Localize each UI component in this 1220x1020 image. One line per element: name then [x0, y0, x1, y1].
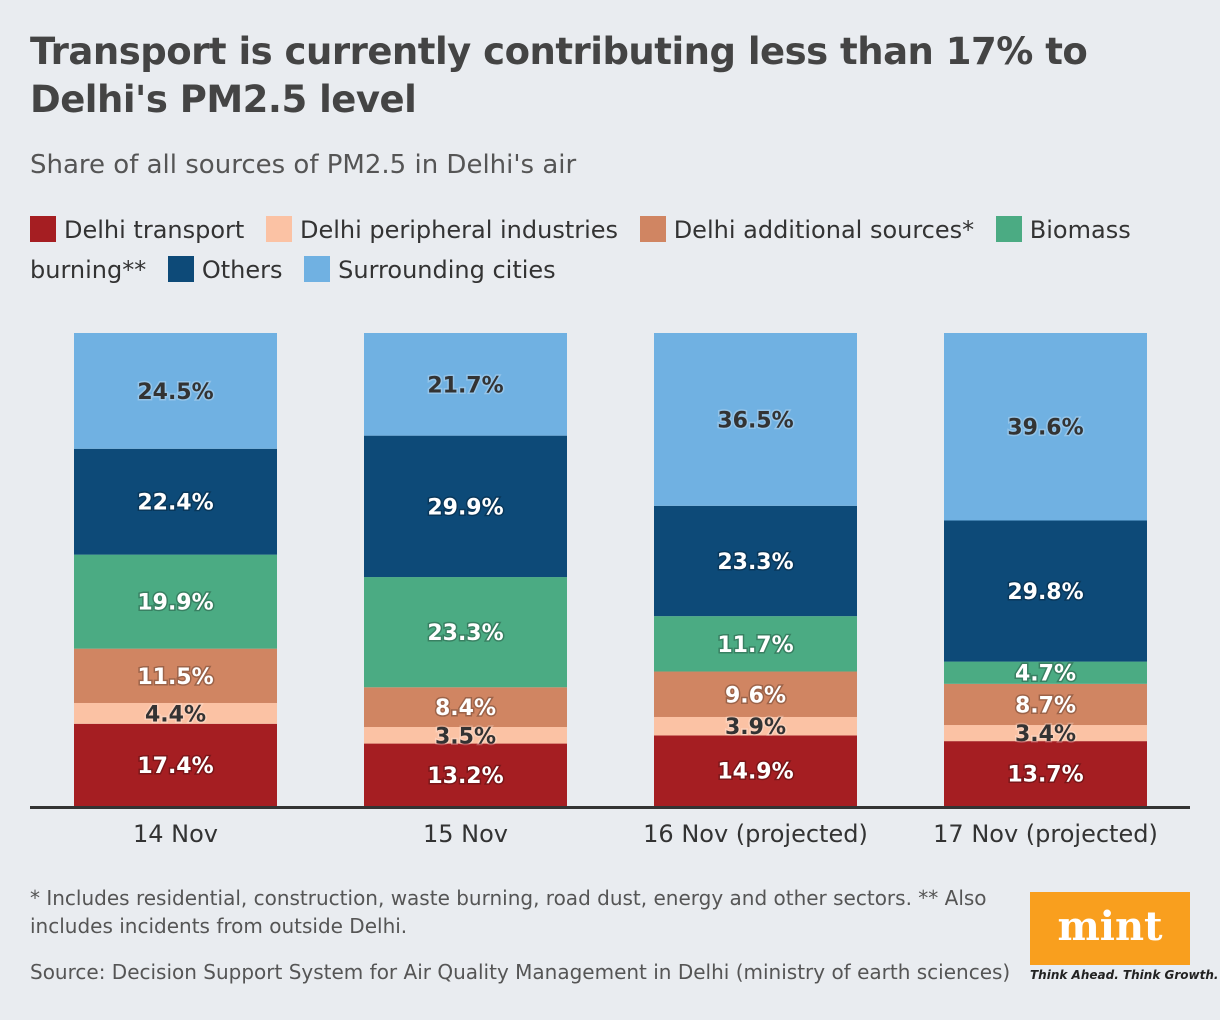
logo-tagline: Think Ahead. Think Growth. — [1030, 968, 1219, 982]
x-axis-line — [30, 806, 1190, 809]
bar-segment — [74, 333, 277, 449]
legend-item: Delhi additional sources* — [639, 216, 975, 244]
legend-item: Delhi transport — [30, 216, 244, 244]
data-label: 11.5% — [137, 665, 213, 690]
data-label: 22.4% — [137, 491, 213, 516]
data-label: 36.5% — [717, 408, 793, 433]
data-label: 23.3% — [717, 550, 793, 575]
data-label: 21.7% — [427, 373, 503, 398]
bar-segment — [364, 687, 567, 728]
chart-title: Transport is currently contributing less… — [30, 30, 1088, 121]
data-label: 4.7% — [1015, 662, 1076, 687]
legend-swatch — [30, 216, 56, 242]
bar-segment — [364, 333, 567, 436]
x-tick-label: 17 Nov (projected) — [933, 820, 1158, 848]
data-label: 23.3% — [427, 621, 503, 646]
bar-segment — [654, 716, 857, 736]
legend-label: Others — [201, 256, 283, 284]
bar-segment — [74, 648, 277, 703]
bar-segment — [74, 554, 277, 649]
x-tick-label: 14 Nov — [133, 820, 218, 848]
data-label: 4.4% — [145, 702, 206, 727]
bar-segment — [944, 683, 1147, 726]
bar-segment — [654, 616, 857, 672]
data-label: 3.5% — [435, 724, 496, 749]
mint-logo: mint — [1030, 892, 1190, 965]
data-label: 29.8% — [1007, 580, 1083, 605]
bar-segment — [364, 743, 567, 806]
bar-segment — [74, 448, 277, 555]
data-label: 11.7% — [717, 633, 793, 658]
legend-item: Biomass burning** — [30, 216, 1131, 284]
bar-segment — [654, 505, 857, 617]
x-tick-label: 15 Nov — [423, 820, 508, 848]
data-label: 13.7% — [1007, 763, 1083, 788]
legend-swatch — [304, 256, 331, 282]
bar-segment — [944, 333, 1147, 521]
legend-item: Delhi peripheral industries — [265, 216, 619, 244]
data-label: 24.5% — [137, 380, 213, 405]
bar-segment — [654, 333, 857, 506]
bar-segment — [944, 661, 1147, 684]
bar-segment — [364, 577, 567, 688]
bar-segment — [364, 727, 567, 744]
data-label: 19.9% — [137, 591, 213, 616]
data-label: 17.4% — [137, 754, 213, 779]
legend-label: Delhi additional sources* — [673, 216, 975, 244]
legend: Delhi transport Delhi peripheral industr… — [30, 210, 1180, 290]
bar-segment — [654, 735, 857, 806]
data-label: 9.6% — [725, 683, 786, 708]
source-note: Source: Decision Support System for Air … — [30, 960, 1011, 984]
legend-item: Others — [167, 256, 283, 284]
legend-label: Delhi transport — [64, 216, 245, 244]
data-label: 13.2% — [427, 764, 503, 789]
data-label: 3.9% — [725, 715, 786, 740]
data-label: 29.9% — [427, 495, 503, 520]
bar-segment — [74, 702, 277, 724]
data-label: 39.6% — [1007, 416, 1083, 441]
bar-segment — [74, 723, 277, 806]
legend-swatch — [265, 216, 292, 242]
bar-segment — [654, 671, 857, 717]
chart-subtitle: Share of all sources of PM2.5 in Delhi's… — [30, 150, 577, 180]
legend-swatch — [167, 256, 194, 282]
footnote: * Includes residential, construction, wa… — [30, 886, 987, 938]
legend-swatch — [995, 216, 1022, 242]
stacked-bar-chart: 17.4% 4.4% 11.5% 19.9% 22.4% 24.5% 14 Nov 13.2%… — [30, 333, 1190, 848]
data-label: 3.4% — [1015, 722, 1076, 747]
legend-label: Biomass burning** — [30, 216, 1131, 284]
bar-segment — [944, 725, 1147, 742]
bar-segment — [364, 435, 567, 578]
legend-item: Surrounding cities — [304, 256, 556, 284]
legend-label: Delhi peripheral industries — [299, 216, 619, 244]
bar-segment — [944, 520, 1147, 662]
bar-segment — [944, 741, 1147, 806]
data-label: 8.4% — [435, 696, 496, 721]
data-label: 8.7% — [1015, 693, 1076, 718]
data-label: 14.9% — [717, 760, 793, 785]
legend-label: Surrounding cities — [338, 256, 556, 284]
legend-swatch — [639, 216, 666, 242]
x-tick-label: 16 Nov (projected) — [643, 820, 868, 848]
